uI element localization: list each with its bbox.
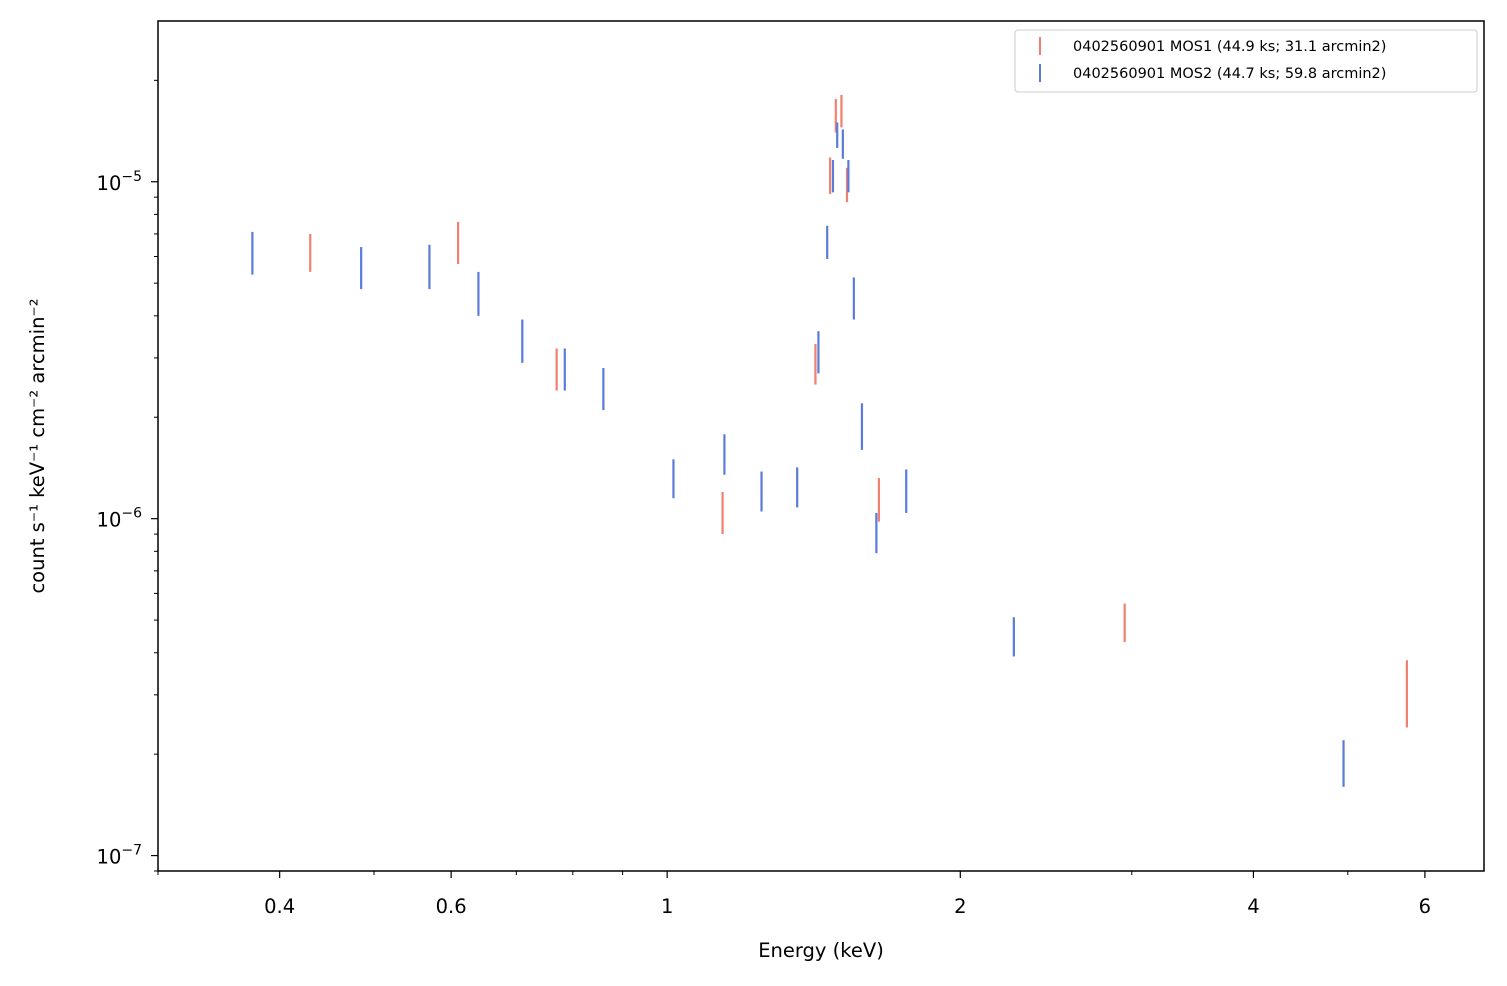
y-tick-base: 10 (97, 172, 122, 195)
y-tick-exponent: −5 (121, 169, 142, 185)
y-tick-base: 10 (97, 846, 122, 869)
x-tick-label: 0.4 (264, 895, 295, 918)
series-1 (309, 94, 1408, 728)
legend-label: 0402560901 MOS2 (44.7 ks; 59.8 arcmin2) (1073, 66, 1386, 82)
x-tick-label: 4 (1247, 895, 1259, 918)
y-tick-exponent: −7 (121, 843, 142, 859)
series-2 (251, 122, 1345, 787)
x-tick-label: 0.6 (436, 895, 467, 918)
x-tick-label: 1 (661, 895, 673, 918)
y-tick-label: 10−7 (97, 843, 142, 869)
plot-frame (157, 20, 1485, 872)
y-tick-base: 10 (97, 509, 122, 532)
legend: 0402560901 MOS1 (44.9 ks; 31.1 arcmin2) 0… (1014, 29, 1478, 93)
series-layer (251, 94, 1408, 787)
legend-label: 0402560901 MOS1 (44.9 ks; 31.1 arcmin2) (1073, 39, 1386, 55)
y-tick-exponent: −6 (121, 506, 142, 522)
x-axis: 0.4 0.6 1 2 4 6 (157, 871, 1431, 918)
x-axis-label: Energy (keV) (758, 939, 884, 962)
y-tick-label: 10−5 (97, 169, 142, 195)
y-axis: 10−710−610−5 (97, 79, 158, 872)
x-tick-label: 6 (1419, 895, 1431, 918)
x-tick-label: 2 (954, 895, 966, 918)
legend-frame (1014, 29, 1478, 93)
y-tick-label: 10−6 (97, 506, 143, 532)
y-axis-label: count s⁻¹ keV⁻¹ cm⁻² arcmin⁻² (26, 298, 49, 593)
